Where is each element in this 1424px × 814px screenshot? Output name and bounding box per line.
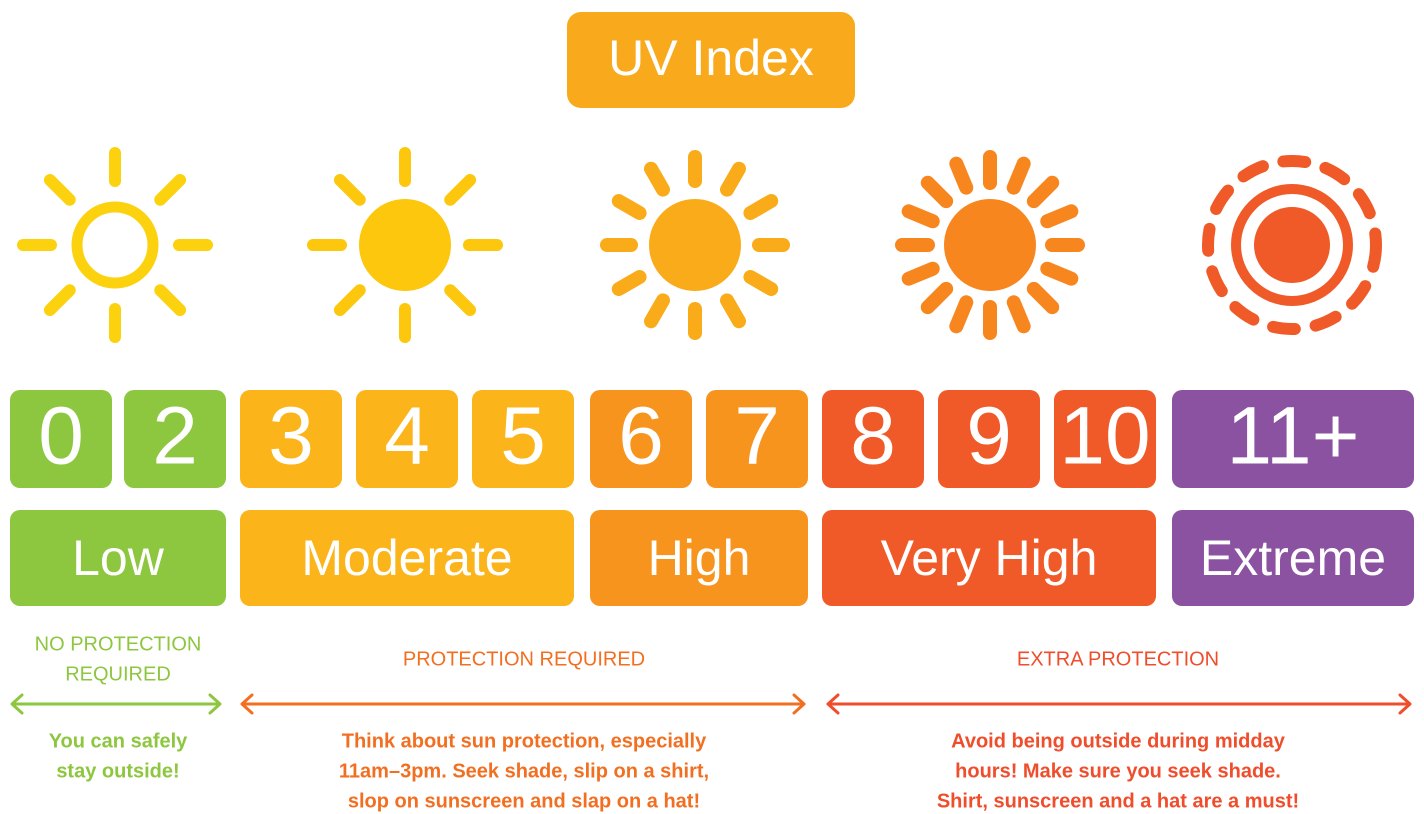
- level: Low: [72, 530, 165, 586]
- level-box: [822, 510, 1156, 606]
- number-box: [706, 390, 808, 488]
- sun-core: [1254, 207, 1330, 283]
- number-box: [240, 390, 342, 488]
- number: 10: [1059, 391, 1150, 482]
- sun-ray: [949, 156, 974, 195]
- group-description: hours! Make sure you seek shade.: [955, 760, 1281, 782]
- sun-dashes: [1202, 155, 1382, 335]
- group-heading: PROTECTION REQUIRED: [403, 648, 645, 670]
- level-box: [590, 510, 808, 606]
- sun-ray: [1006, 156, 1031, 195]
- arrow-head: [10, 693, 222, 715]
- number: 6: [618, 391, 664, 482]
- arrow-head: [240, 693, 806, 715]
- number: 3: [268, 391, 314, 482]
- sun-ray: [720, 161, 746, 197]
- sun-ray: [1026, 175, 1060, 209]
- level-box: [1172, 510, 1414, 606]
- level-box: [10, 510, 226, 606]
- sun-ray: [611, 270, 647, 296]
- number-box: [1172, 390, 1414, 488]
- number-box: [1054, 390, 1156, 488]
- number-box: [822, 390, 924, 488]
- number: 7: [734, 391, 780, 482]
- group-description: You can safely: [49, 730, 188, 752]
- sun-ray: [333, 173, 366, 206]
- sun-ray: [743, 194, 779, 220]
- level: Very High: [881, 530, 1098, 586]
- sun-core: [359, 199, 451, 291]
- sun-ray: [949, 295, 974, 334]
- number: 11+: [1226, 391, 1359, 482]
- title: UV Index: [608, 30, 814, 86]
- sun-ray: [644, 161, 670, 197]
- number: 8: [850, 391, 896, 482]
- sun-ring: [1231, 184, 1353, 306]
- sun-ray: [43, 284, 76, 317]
- sun-ray: [444, 284, 477, 317]
- number-box: [124, 390, 226, 488]
- number-box: [10, 390, 112, 488]
- sun-ray: [1040, 261, 1079, 286]
- sun-ray: [743, 270, 779, 296]
- group-heading: NO PROTECTION: [35, 633, 202, 655]
- number-box: [590, 390, 692, 488]
- number: 9: [966, 391, 1012, 482]
- title-box: [567, 12, 855, 108]
- number-box: [356, 390, 458, 488]
- group-description: Shirt, sunscreen and a hat are a must!: [937, 790, 1299, 812]
- sun-ray: [720, 293, 746, 329]
- sun-ray: [333, 284, 366, 317]
- sun-ray: [611, 194, 647, 220]
- level-box: [240, 510, 574, 606]
- number-box: [938, 390, 1040, 488]
- group-heading: REQUIRED: [65, 663, 171, 685]
- level: Extreme: [1200, 530, 1386, 586]
- level: High: [648, 530, 751, 586]
- level: Moderate: [301, 530, 512, 586]
- sun-ray: [43, 173, 76, 206]
- sun-ray: [1040, 204, 1079, 229]
- number: 2: [152, 391, 198, 482]
- number: 4: [384, 391, 430, 482]
- group-description: slop on sunscreen and slap on a hat!: [348, 790, 700, 812]
- sun-ray: [901, 261, 940, 286]
- sun-ray: [1026, 281, 1060, 315]
- sun-ray: [444, 173, 477, 206]
- sun-core: [944, 199, 1036, 291]
- number-box: [472, 390, 574, 488]
- arrow-head: [826, 693, 1412, 715]
- group-description: stay outside!: [56, 760, 179, 782]
- group-heading: EXTRA PROTECTION: [1017, 648, 1219, 670]
- sun-ray: [920, 281, 954, 315]
- sun-ray: [920, 175, 954, 209]
- sun-ray: [644, 293, 670, 329]
- number: 0: [38, 391, 84, 482]
- number: 5: [500, 391, 546, 482]
- sun-ray: [1006, 295, 1031, 334]
- sun-core: [649, 199, 741, 291]
- group-description: 11am–3pm. Seek shade, slip on a shirt,: [339, 760, 709, 782]
- sun-ray: [901, 204, 940, 229]
- sun-ray: [154, 173, 187, 206]
- group-description: Think about sun protection, especially: [342, 730, 707, 752]
- sun-ray: [154, 284, 187, 317]
- sun-core: [71, 201, 159, 289]
- group-description: Avoid being outside during midday: [951, 730, 1286, 752]
